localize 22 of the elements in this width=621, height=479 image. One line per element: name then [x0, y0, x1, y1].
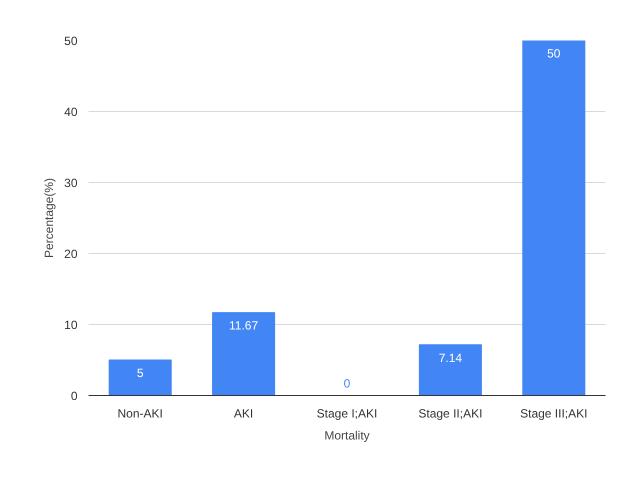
- y-axis-title: Percentage(%): [42, 178, 56, 258]
- data-label: 7.14: [438, 350, 462, 365]
- x-tick-label: AKI: [234, 406, 254, 420]
- bar: [522, 40, 586, 396]
- bar: [212, 312, 276, 396]
- x-axis-title: Mortality: [324, 428, 370, 442]
- bar: [418, 344, 482, 396]
- y-tick-label: 10: [64, 318, 78, 332]
- bar: [108, 360, 172, 396]
- y-tick-label: 50: [64, 34, 78, 48]
- y-tick-label: 40: [64, 105, 78, 119]
- y-tick-label: 20: [64, 247, 78, 261]
- x-tick-label: Stage II;AKI: [418, 406, 482, 420]
- x-tick-label: Stage III;AKI: [520, 406, 588, 420]
- data-label: 11.67: [229, 318, 258, 333]
- y-tick-label: 0: [70, 389, 78, 403]
- x-tick-label: Non-AKI: [118, 406, 163, 420]
- data-label: 50: [547, 46, 561, 60]
- y-tick-label: 30: [64, 176, 78, 190]
- x-tick-label: Stage I;AKI: [316, 406, 378, 420]
- data-label: 5: [136, 366, 144, 380]
- data-label: 0: [344, 376, 351, 390]
